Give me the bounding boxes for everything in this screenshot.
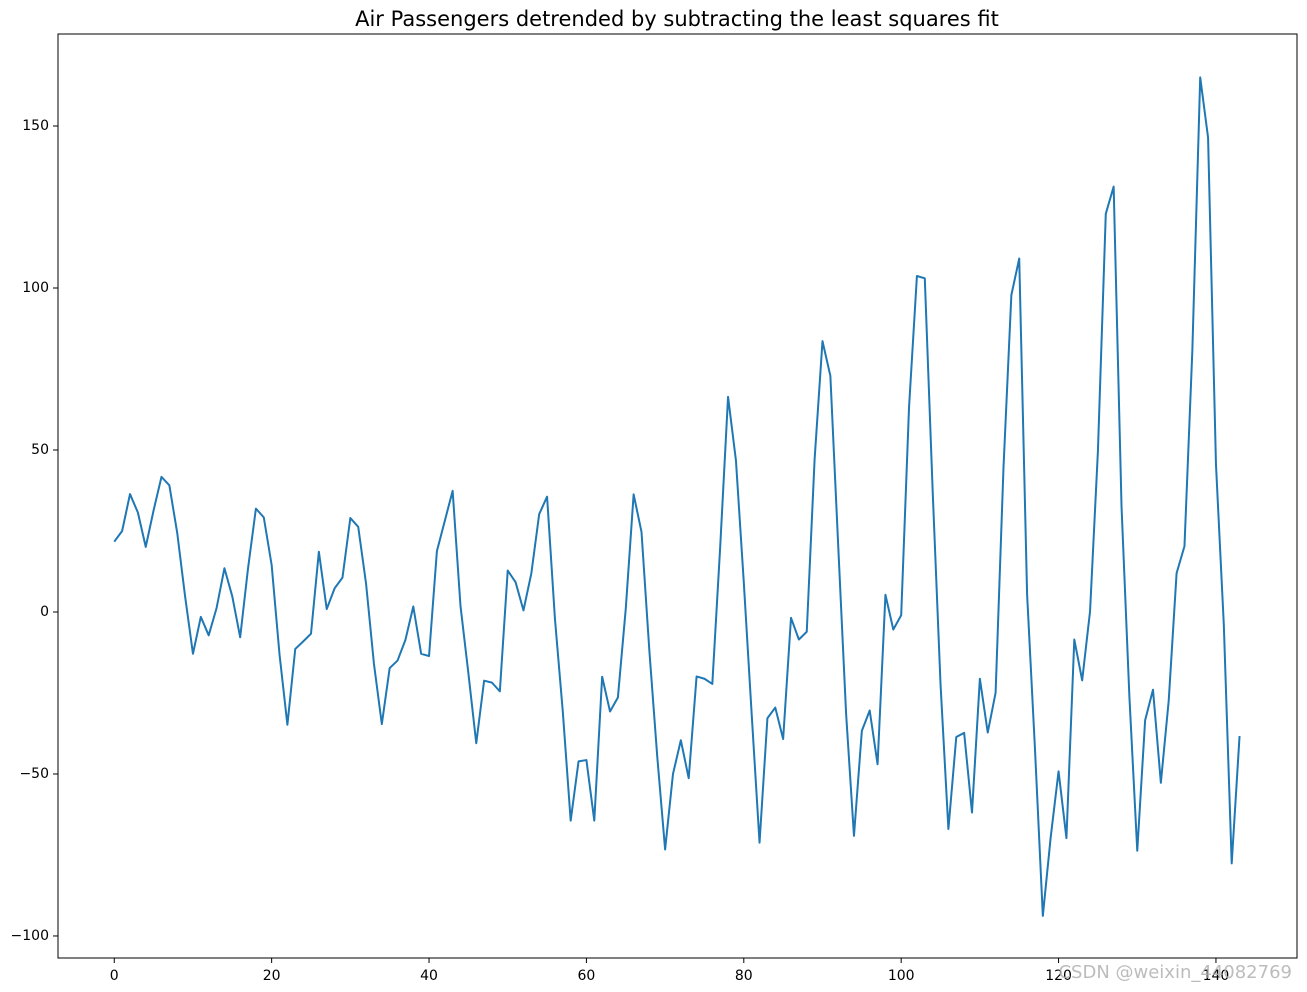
chart-title: Air Passengers detrended by subtracting …	[355, 7, 999, 31]
x-tick-label: 40	[420, 968, 438, 984]
x-tick-label: 20	[263, 968, 281, 984]
x-tick-label: 140	[1203, 968, 1230, 984]
data-line	[113, 76, 1241, 917]
plot-frame	[57, 33, 1298, 959]
x-tick-label: 120	[1045, 968, 1072, 984]
x-tick-label: 100	[888, 968, 915, 984]
x-tick-label: 60	[578, 968, 596, 984]
y-tick-label: −100	[11, 928, 49, 944]
y-tick-label: −50	[19, 766, 49, 782]
watermark: CSDN @weixin_44082769	[1058, 962, 1292, 983]
y-tick-label: 150	[22, 118, 49, 134]
y-tick-label: 100	[22, 280, 49, 296]
x-tick-label: 0	[110, 968, 119, 984]
y-tick-label: 50	[31, 442, 49, 458]
y-tick-label: 0	[40, 604, 49, 620]
x-tick-label: 80	[735, 968, 753, 984]
